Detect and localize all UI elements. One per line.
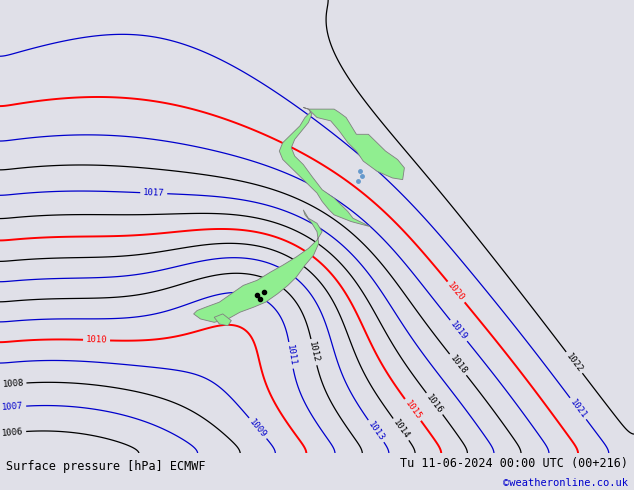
- Text: 1019: 1019: [448, 319, 469, 342]
- Text: 1018: 1018: [448, 353, 468, 376]
- Text: ©weatheronline.co.uk: ©weatheronline.co.uk: [503, 478, 628, 489]
- Text: 1014: 1014: [391, 418, 411, 441]
- Text: 1022: 1022: [564, 351, 585, 374]
- Text: 1011: 1011: [285, 344, 297, 367]
- Text: 1006: 1006: [2, 427, 24, 438]
- Polygon shape: [303, 107, 404, 180]
- Text: 1016: 1016: [424, 392, 444, 415]
- Polygon shape: [280, 109, 370, 226]
- Polygon shape: [214, 314, 231, 326]
- Text: 1010: 1010: [86, 335, 107, 345]
- Text: 1013: 1013: [366, 420, 386, 442]
- Text: Tu 11-06-2024 00:00 UTC (00+216): Tu 11-06-2024 00:00 UTC (00+216): [399, 457, 628, 470]
- Text: 1009: 1009: [247, 417, 268, 440]
- Text: 1020: 1020: [446, 281, 467, 303]
- Text: 1008: 1008: [2, 379, 24, 389]
- Text: 1012: 1012: [307, 341, 321, 364]
- Text: 1015: 1015: [403, 398, 423, 421]
- Text: 1021: 1021: [568, 397, 588, 420]
- Polygon shape: [193, 210, 322, 322]
- Text: 1017: 1017: [143, 188, 165, 198]
- Text: 1007: 1007: [2, 402, 23, 413]
- Text: Surface pressure [hPa] ECMWF: Surface pressure [hPa] ECMWF: [6, 460, 206, 473]
